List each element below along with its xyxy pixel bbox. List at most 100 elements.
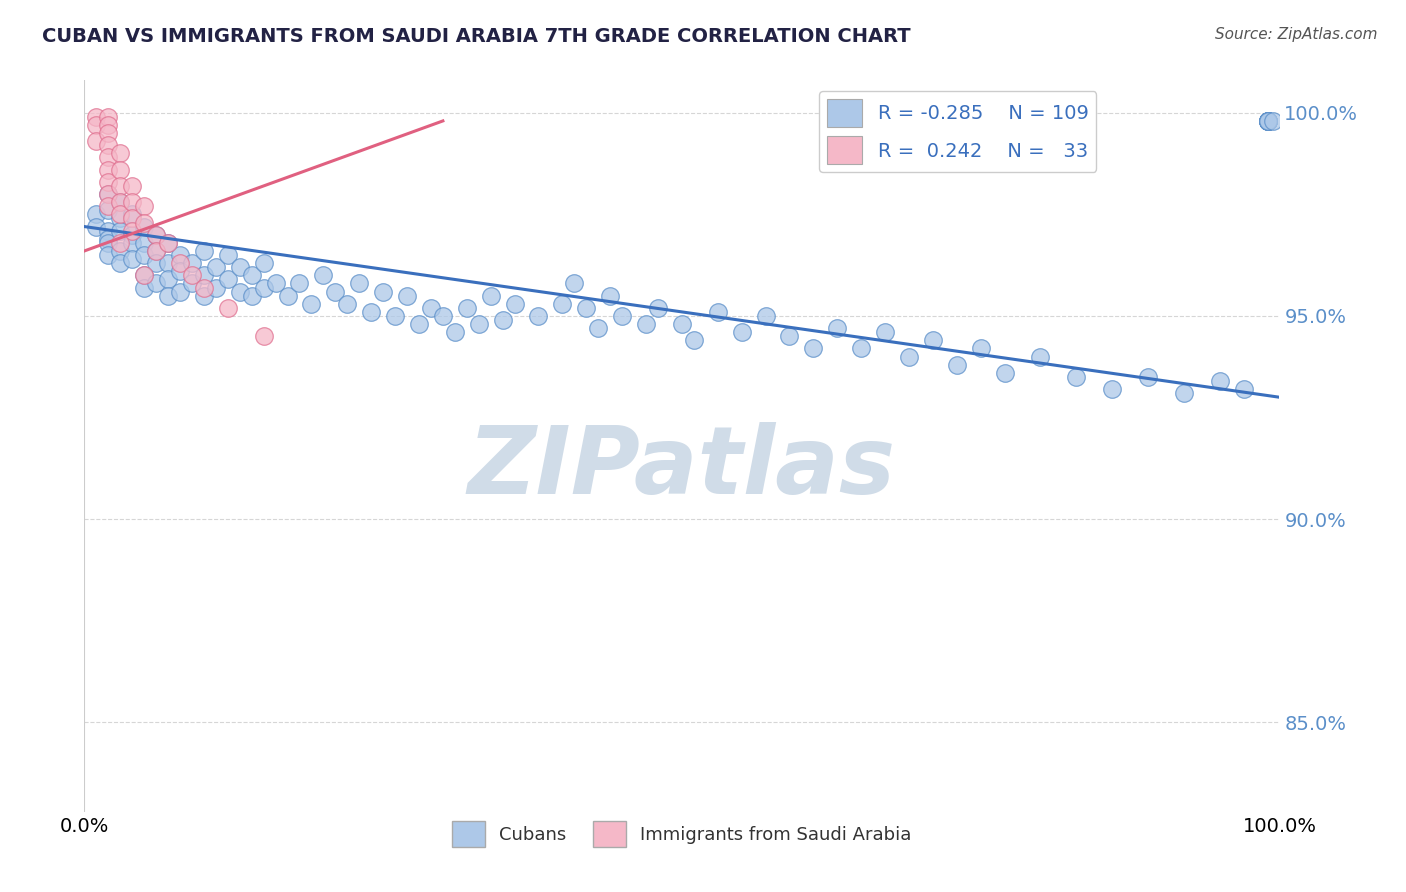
Point <box>229 260 252 275</box>
Point <box>121 224 143 238</box>
Point <box>132 268 156 283</box>
Point <box>1257 114 1279 128</box>
Point <box>110 146 132 161</box>
Point <box>396 288 419 302</box>
Point <box>121 195 143 210</box>
Point <box>86 219 108 234</box>
Legend: Cubans, Immigrants from Saudi Arabia: Cubans, Immigrants from Saudi Arabia <box>444 814 920 854</box>
Point <box>193 288 215 302</box>
Point <box>110 211 132 226</box>
Point <box>1137 370 1160 384</box>
Point <box>1257 114 1279 128</box>
Point <box>373 285 395 299</box>
Point <box>181 277 204 291</box>
Point <box>97 248 120 262</box>
Point <box>755 309 778 323</box>
Point <box>97 126 120 140</box>
Point <box>97 118 120 132</box>
Point <box>312 268 335 283</box>
Point <box>110 235 132 250</box>
Point <box>110 224 132 238</box>
Point <box>731 325 754 339</box>
Point <box>132 199 156 213</box>
Point <box>1173 386 1195 401</box>
Point <box>145 277 167 291</box>
Point <box>181 256 204 270</box>
Point <box>132 280 156 294</box>
Point <box>851 342 873 356</box>
Point <box>1257 114 1279 128</box>
Point <box>277 288 299 302</box>
Point <box>349 277 371 291</box>
Point <box>444 325 467 339</box>
Point <box>564 277 586 291</box>
Point <box>145 227 167 242</box>
Point <box>647 301 669 315</box>
Text: ZIPatlas: ZIPatlas <box>468 422 896 514</box>
Point <box>1233 382 1256 396</box>
Point <box>575 301 598 315</box>
Point <box>612 309 634 323</box>
Point <box>599 288 621 302</box>
Point <box>169 264 191 278</box>
Point <box>1101 382 1123 396</box>
Point <box>169 285 191 299</box>
Point <box>779 329 801 343</box>
Point <box>132 248 156 262</box>
Point <box>86 134 108 148</box>
Point <box>264 277 287 291</box>
Point <box>301 297 323 311</box>
Point <box>253 280 276 294</box>
Point <box>325 285 347 299</box>
Point <box>132 268 156 283</box>
Point <box>827 321 849 335</box>
Point <box>683 334 706 348</box>
Point <box>145 227 167 242</box>
Point <box>97 203 120 218</box>
Point <box>132 219 156 234</box>
Point <box>1257 114 1279 128</box>
Point <box>1257 114 1279 128</box>
Point <box>121 227 143 242</box>
Point <box>97 138 120 153</box>
Point <box>86 110 108 124</box>
Point <box>97 232 120 246</box>
Point <box>145 244 167 258</box>
Point <box>110 178 132 193</box>
Point <box>132 235 156 250</box>
Point <box>193 268 215 283</box>
Point <box>121 235 143 250</box>
Point <box>205 260 228 275</box>
Point <box>86 118 108 132</box>
Point <box>97 162 120 177</box>
Point <box>253 329 276 343</box>
Point <box>110 195 132 210</box>
Point <box>181 268 204 283</box>
Point <box>193 280 215 294</box>
Point <box>157 272 180 286</box>
Point <box>1263 114 1285 128</box>
Point <box>588 321 610 335</box>
Point <box>169 248 191 262</box>
Point <box>157 235 180 250</box>
Text: Source: ZipAtlas.com: Source: ZipAtlas.com <box>1215 27 1378 42</box>
Point <box>527 309 550 323</box>
Point <box>121 178 143 193</box>
Point <box>479 288 502 302</box>
Point <box>360 305 382 319</box>
Point <box>970 342 993 356</box>
Point <box>384 309 406 323</box>
Point <box>97 224 120 238</box>
Point <box>1029 350 1052 364</box>
Point <box>336 297 359 311</box>
Point <box>97 235 120 250</box>
Point <box>110 244 132 258</box>
Point <box>253 256 276 270</box>
Point <box>169 256 191 270</box>
Point <box>217 272 239 286</box>
Point <box>1257 114 1279 128</box>
Point <box>205 280 228 294</box>
Point <box>132 215 156 229</box>
Point <box>1257 114 1279 128</box>
Point <box>97 199 120 213</box>
